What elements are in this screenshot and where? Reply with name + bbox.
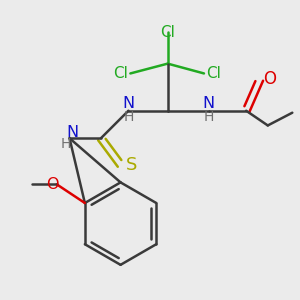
- Text: O: O: [263, 70, 276, 88]
- Text: O: O: [46, 177, 59, 192]
- Text: H: H: [204, 110, 214, 124]
- Text: H: H: [60, 137, 71, 151]
- Text: S: S: [125, 156, 137, 174]
- Text: Cl: Cl: [160, 25, 175, 40]
- Text: N: N: [66, 125, 79, 140]
- Text: Cl: Cl: [206, 66, 221, 81]
- Text: Cl: Cl: [113, 66, 128, 81]
- Text: N: N: [122, 96, 134, 111]
- Text: H: H: [123, 110, 134, 124]
- Text: N: N: [203, 96, 215, 111]
